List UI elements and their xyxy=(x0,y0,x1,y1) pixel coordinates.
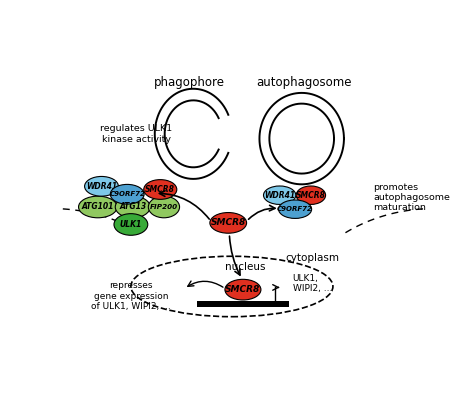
Ellipse shape xyxy=(210,213,246,233)
Text: FIP200: FIP200 xyxy=(150,204,178,210)
Ellipse shape xyxy=(144,180,177,199)
Text: ULK1,
WIPI2, ...: ULK1, WIPI2, ... xyxy=(292,273,332,293)
Text: phagophore: phagophore xyxy=(154,76,225,90)
Bar xyxy=(197,301,289,307)
Text: promotes
autophagosome
maturation: promotes autophagosome maturation xyxy=(374,183,450,212)
Text: ATG101: ATG101 xyxy=(82,202,114,211)
Ellipse shape xyxy=(279,200,311,218)
Text: regulates ULK1
kinase activity: regulates ULK1 kinase activity xyxy=(100,124,173,144)
Text: cytoplasm: cytoplasm xyxy=(286,253,340,263)
Text: ATG13: ATG13 xyxy=(119,202,146,211)
Text: C9ORF72: C9ORF72 xyxy=(277,206,313,212)
Ellipse shape xyxy=(110,184,144,204)
Ellipse shape xyxy=(148,196,180,218)
Ellipse shape xyxy=(79,196,117,218)
Text: autophagosome: autophagosome xyxy=(256,76,351,90)
Text: WDR41: WDR41 xyxy=(86,182,117,191)
Text: SMCR8: SMCR8 xyxy=(146,185,175,194)
Ellipse shape xyxy=(114,214,148,235)
Ellipse shape xyxy=(296,186,326,204)
Text: nucleus: nucleus xyxy=(225,262,265,273)
Ellipse shape xyxy=(264,186,296,204)
Text: WDR41: WDR41 xyxy=(264,191,295,200)
Text: SMCR8: SMCR8 xyxy=(210,218,246,228)
Text: C9ORF72: C9ORF72 xyxy=(109,191,145,197)
Text: SMCR8: SMCR8 xyxy=(296,191,326,200)
Text: represses
gene expression
of ULK1, WIPI2, ...: represses gene expression of ULK1, WIPI2… xyxy=(91,281,171,311)
Text: SMCR8: SMCR8 xyxy=(225,285,261,294)
Text: ULK1: ULK1 xyxy=(120,220,142,229)
Ellipse shape xyxy=(131,256,333,317)
Ellipse shape xyxy=(84,176,118,196)
Ellipse shape xyxy=(225,279,261,300)
Ellipse shape xyxy=(115,196,150,218)
